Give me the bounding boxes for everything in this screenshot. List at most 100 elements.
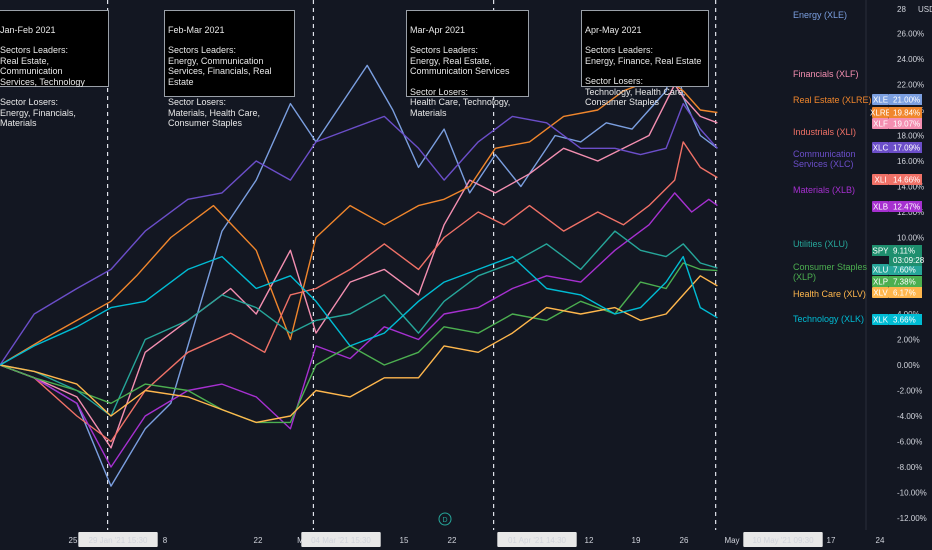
series-label-xle[interactable]: Energy (XLE)	[793, 10, 847, 20]
y-tick-label: -10.00%	[897, 489, 927, 498]
annotation-leaders-label: Sectors Leaders:	[0, 45, 69, 55]
series-tag-badge	[872, 118, 889, 129]
y-tick-label: 0.00%	[897, 361, 920, 370]
series-label-xlp[interactable]: (XLP)	[793, 272, 816, 282]
series-tag-badge	[872, 174, 889, 185]
x-tick-label: 01 Apr '21 14:30	[508, 536, 567, 545]
series-label-xlv[interactable]: Health Care (XLV)	[793, 289, 866, 299]
series-line-xlp[interactable]	[0, 262, 718, 424]
series-line-xle[interactable]	[0, 51, 718, 487]
annotation-losers-label: Sector Losers:	[410, 86, 469, 97]
x-tick-label: 24	[876, 536, 885, 545]
series-value-label: 7.60%	[893, 266, 916, 275]
annotation-losers: Energy, Financials, Materials	[0, 107, 76, 129]
x-tick-label: 26	[680, 536, 689, 545]
series-label-xlf[interactable]: Financials (XLF)	[793, 69, 859, 79]
annotation-jan-feb[interactable]: Jan-Feb 2021 Sectors Leaders: Real Estate…	[0, 10, 109, 128]
y-tick-label: 12.00%	[897, 208, 924, 217]
x-tick-label: 17	[827, 536, 836, 545]
series-line-xlu[interactable]	[0, 230, 718, 417]
x-tick-label: 19	[632, 536, 641, 545]
annotation-losers: Technology, Health Care, Consumer Staple…	[585, 86, 686, 108]
annotation-title: Jan-Feb 2021	[0, 24, 56, 35]
annotation-feb-mar[interactable]: Feb-Mar 2021 Sectors Leaders: Energy, Com…	[164, 10, 295, 128]
y-tick-label: 18.00%	[897, 132, 924, 141]
x-tick-label: 8	[163, 536, 168, 545]
series-line-xlb[interactable]	[0, 192, 718, 468]
annotation-losers: Health Care, Technology, Materials	[410, 97, 511, 118]
series-label-xlb[interactable]: Materials (XLB)	[793, 185, 855, 195]
y-tick-label: -12.00%	[897, 514, 927, 523]
series-tag-badge	[872, 94, 889, 105]
series-tag-symbol: XLK	[873, 316, 889, 325]
series-label-xlc[interactable]: Services (XLC)	[793, 159, 854, 169]
series-tag-badge	[872, 314, 889, 325]
time-crosshair-badge	[497, 532, 577, 547]
y-tick-label: -8.00%	[897, 463, 922, 472]
x-tick-label: 25	[69, 536, 78, 545]
time-crosshair-badge	[301, 532, 381, 547]
annotation-title: Mar-Apr 2021	[410, 24, 466, 35]
series-value-label: 6.17%	[893, 289, 916, 298]
y-tick-label: -2.00%	[897, 387, 922, 396]
series-value-badge	[889, 94, 922, 105]
series-tag-symbol: XLC	[873, 144, 889, 153]
y-tick-label: 26.00%	[897, 30, 924, 39]
spy-tag-symbol: SPY	[872, 247, 889, 256]
series-label-xlre[interactable]: Real Estate (XLRE)	[793, 95, 872, 105]
series-line-xlv[interactable]	[0, 275, 718, 424]
annotation-apr-may[interactable]: Apr-May 2021 Sectors Leaders: Energy, Fin…	[581, 10, 709, 107]
annotation-losers-label: Sector Losers:	[168, 97, 227, 107]
annotation-title: Apr-May 2021	[585, 24, 642, 35]
x-tick-label: 29 Jan '21 15:30	[89, 536, 148, 545]
annotation-leaders: Energy, Finance, Real Estate	[585, 55, 702, 66]
x-tick-label: 12	[585, 536, 594, 545]
spy-tag-badge	[872, 245, 889, 256]
y-tick-label: 22.00%	[897, 81, 924, 90]
series-value-label: 21.00%	[893, 96, 920, 105]
x-tick-label: 04 Mar '21 15:30	[311, 536, 371, 545]
spy-value-label: 9.11%	[893, 247, 915, 256]
series-tag-symbol: XLU	[873, 266, 889, 275]
series-tag-symbol: XLRE	[870, 109, 891, 118]
y-tick-label: 14.00%	[897, 183, 924, 192]
series-tag-badge	[872, 264, 889, 275]
x-tick-label: 10 May '21 09:30	[752, 536, 814, 545]
annotation-losers: Materials, Health Care, Consumer Staples	[168, 107, 261, 129]
time-axis	[0, 530, 932, 550]
logo-icon	[438, 512, 452, 526]
series-tag-badge	[872, 201, 889, 212]
series-tag-symbol: XLP	[873, 278, 888, 287]
annotation-leaders: Energy, Communication Services, Financia…	[168, 55, 272, 87]
series-label-xlc[interactable]: Communication	[793, 149, 856, 159]
series-value-label: 17.09%	[893, 144, 920, 153]
series-line-xlc[interactable]	[0, 102, 718, 366]
series-tag-badge	[872, 142, 889, 153]
x-tick-label: May	[724, 536, 739, 545]
series-line-xlf[interactable]	[0, 83, 718, 449]
y-tick-label: -6.00%	[897, 438, 922, 447]
series-tag-symbol: XLE	[873, 96, 888, 105]
series-tag-symbol: XLV	[873, 289, 888, 298]
series-value-badge	[889, 174, 922, 185]
annotation-mar-apr[interactable]: Mar-Apr 2021 Sectors Leaders: Energy, Rea…	[406, 10, 529, 118]
annotation-leaders: Energy, Real Estate, Communication Servi…	[410, 55, 510, 77]
series-line-xlk[interactable]	[0, 255, 718, 366]
series-value-label: 3.66%	[893, 316, 916, 325]
spy-value-badge	[889, 245, 922, 266]
y-tick-label: 10.00%	[897, 234, 924, 243]
series-value-badge	[889, 314, 922, 325]
series-value-label: 19.07%	[893, 120, 920, 129]
series-label-xlk[interactable]: Technology (XLK)	[793, 314, 864, 324]
annotation-leaders-label: Sectors Leaders:	[168, 45, 237, 55]
series-value-badge	[889, 142, 922, 153]
series-value-badge	[889, 287, 922, 298]
series-tag-badge	[872, 107, 889, 118]
series-label-xlu[interactable]: Utilities (XLU)	[793, 239, 848, 249]
series-value-badge	[889, 201, 922, 212]
series-value-label: 12.47%	[893, 203, 920, 212]
series-value-label: 14.66%	[893, 176, 920, 185]
series-value-badge	[889, 118, 922, 129]
series-label-xli[interactable]: Industrials (XLI)	[793, 127, 856, 137]
series-label-xlp[interactable]: Consumer Staples	[793, 262, 868, 272]
